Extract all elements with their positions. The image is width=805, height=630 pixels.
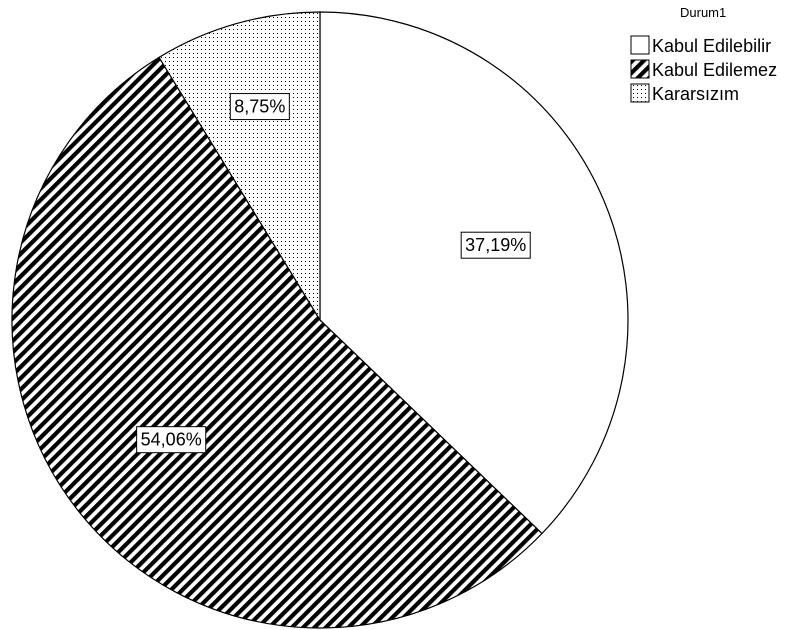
- legend-swatch: [630, 83, 650, 103]
- legend-label: Kabul Edilemez: [652, 60, 777, 80]
- data-label-box: [229, 93, 290, 121]
- data-label-kabul-edilebilir: 37,19%: [460, 231, 531, 259]
- pie-slice-kararsizim: [158, 11, 321, 323]
- legend-items: Kabul Edilebilir Kabul Edilemez Kararsızım: [630, 35, 777, 104]
- pie-slices: [11, 11, 629, 629]
- data-label-text: 54,06%: [141, 430, 202, 450]
- pie-slice-kabul-edilebilir: [319, 11, 629, 535]
- data-label-kabul-edilemez: 54,06%: [136, 426, 207, 454]
- legend-item-kabul-edilemez: Kabul Edilemez: [630, 59, 777, 80]
- data-label-box: [460, 231, 531, 259]
- legend-swatch: [630, 35, 650, 55]
- legend-label: Kabul Edilebilir: [652, 36, 771, 56]
- data-label-kararsizim: 8,75%: [229, 93, 290, 121]
- legend-title: Durum1: [680, 5, 726, 20]
- legend-swatch: [630, 59, 650, 79]
- data-label-text: 8,75%: [234, 97, 285, 117]
- pie-data-labels: 37,19% 54,06% 8,75%: [136, 93, 531, 454]
- legend-label: Kararsızım: [652, 84, 739, 104]
- legend-item-kabul-edilebilir: Kabul Edilebilir: [630, 35, 771, 56]
- pie-slice-kabul-edilemez: [11, 56, 543, 629]
- legend-item-kararsizim: Kararsızım: [630, 83, 739, 104]
- data-label-box: [136, 426, 207, 454]
- data-label-text: 37,19%: [465, 235, 526, 255]
- legend: Durum1 Kabul Edilebilir Kabul Edilemez Kar…: [630, 5, 777, 104]
